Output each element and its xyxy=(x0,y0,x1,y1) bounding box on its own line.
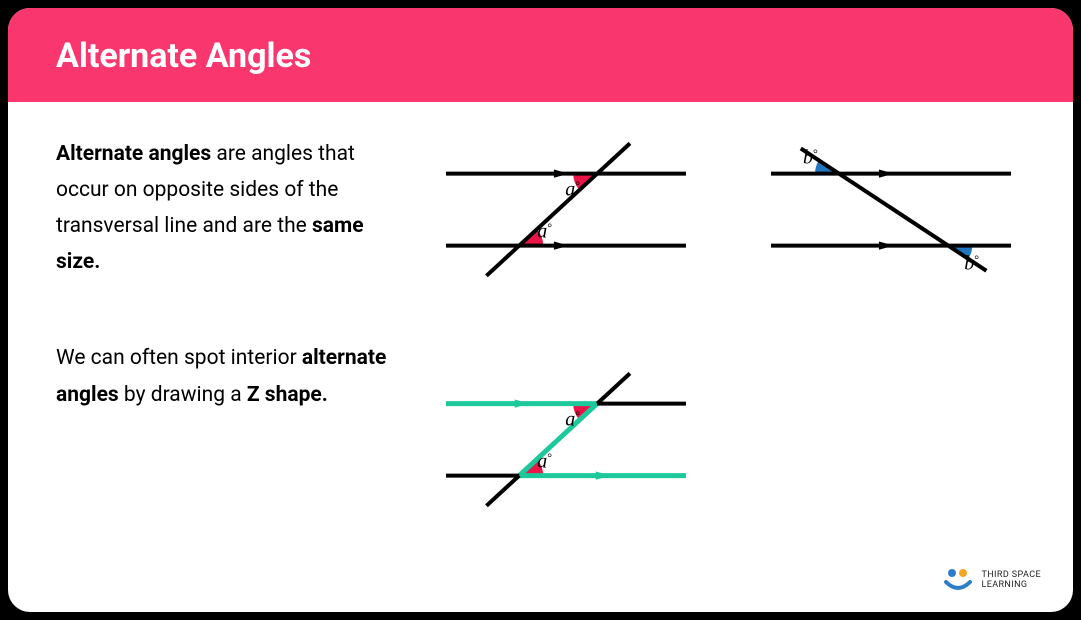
svg-text:b°: b° xyxy=(964,253,979,275)
diagrams-area: a° a° b° b° a° a° xyxy=(401,136,1025,592)
diagram-z-shape: a° a° xyxy=(436,346,696,526)
logo-line2: LEARNING xyxy=(981,580,1041,590)
card-header: Alternate Angles xyxy=(8,8,1073,102)
logo-text: THIRD SPACE LEARNING xyxy=(981,570,1041,591)
svg-text:a°: a° xyxy=(537,451,552,473)
svg-text:a°: a° xyxy=(565,179,580,201)
card-content: Alternate angles are angles that occur o… xyxy=(8,102,1073,612)
svg-text:b°: b° xyxy=(803,147,818,169)
logo-icon xyxy=(943,568,973,592)
diagram-interior-a: a° a° xyxy=(436,116,696,296)
svg-text:a°: a° xyxy=(537,221,552,243)
svg-text:a°: a° xyxy=(565,409,580,431)
brand-logo: THIRD SPACE LEARNING xyxy=(943,568,1041,592)
paragraph-1: Alternate angles are angles that occur o… xyxy=(56,136,401,280)
logo-line1: THIRD SPACE xyxy=(981,570,1041,580)
paragraph-2: We can often spot interior alternate ang… xyxy=(56,340,401,412)
text-column: Alternate angles are angles that occur o… xyxy=(56,136,401,592)
diagram-exterior-b: b° b° xyxy=(761,116,1021,296)
info-card: Alternate Angles Alternate angles are an… xyxy=(8,8,1073,612)
card-title: Alternate Angles xyxy=(56,36,311,76)
